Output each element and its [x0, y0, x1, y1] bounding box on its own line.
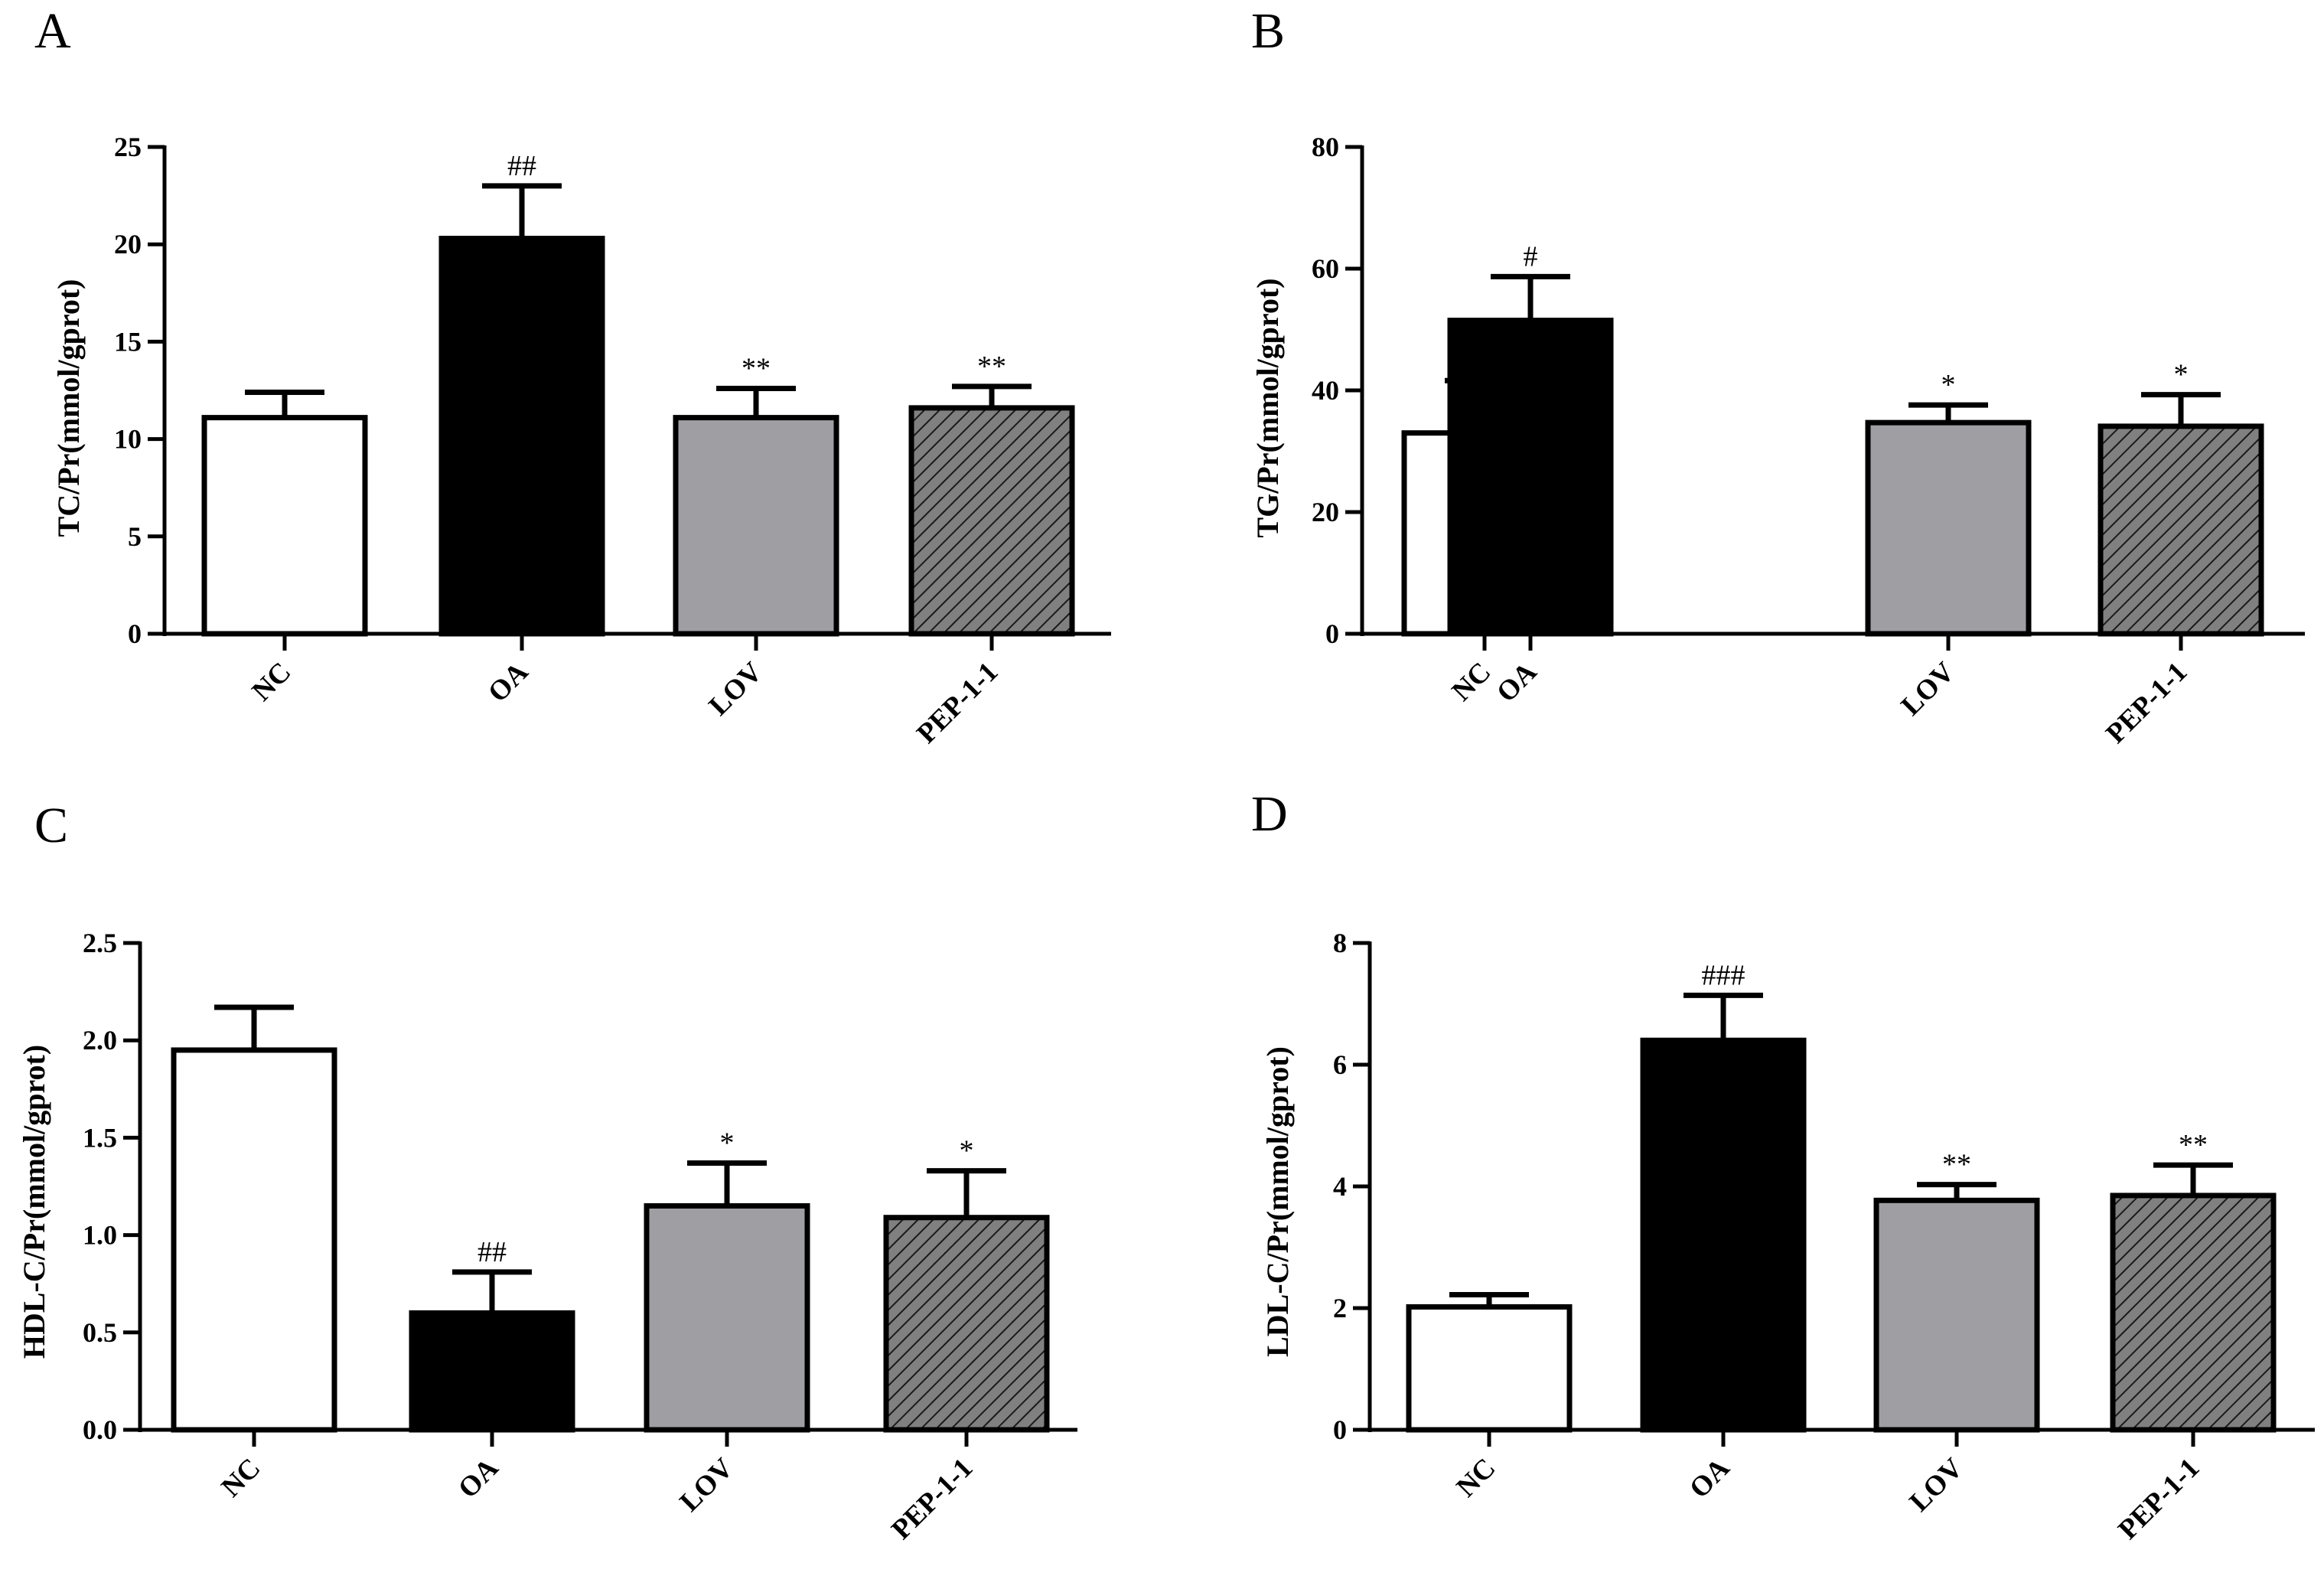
x-tick-label: LOV — [674, 1452, 740, 1518]
x-tick-label: NC — [216, 1452, 267, 1503]
y-tick-label: 0.0 — [83, 1414, 117, 1445]
significance-label: # — [1524, 240, 1538, 272]
y-tick-label: 80 — [1312, 132, 1339, 162]
y-tick-label: 2.0 — [83, 1025, 117, 1056]
y-tick-label: 20 — [114, 229, 142, 259]
y-tick-label: 5 — [128, 521, 142, 552]
x-tick-label: PEP-1-1 — [2100, 656, 2193, 749]
x-tick-label: OA — [452, 1452, 504, 1504]
bar-pep-1-1 — [2110, 1193, 2277, 1433]
plot-area-c: ## * * 0.0 0.5 1.0 1.5 2.0 2.5 NC OA LOV PEP-1-1 — [83, 928, 1077, 1545]
y-axis-title: LDL-C/Pr(mmol/gprot) — [1260, 1046, 1295, 1357]
bar-nc — [1406, 1304, 1573, 1433]
panel-a: A TC/Pr(mmol/gprot) ## ** ** 0 5 10 15 20 25 NC OA… — [34, 3, 1111, 749]
y-tick-label: 1.0 — [83, 1220, 117, 1251]
x-tick-label: OA — [482, 656, 534, 708]
y-tick-label: 10 — [114, 424, 142, 455]
panel-c: C HDL-C/Pr(mmol/gprot) ## * * 0.0 0.5 1.0 1.5 2… — [17, 798, 1077, 1545]
y-tick-label: 0 — [128, 618, 142, 649]
bar-pep-1-1 — [2097, 423, 2264, 637]
x-tick-label: NC — [246, 656, 298, 707]
x-tick-label: NC — [1446, 656, 1498, 707]
bar-oa — [1447, 318, 1614, 637]
y-tick-label: 2.5 — [83, 928, 117, 958]
bar-lov — [1865, 419, 2032, 637]
y-tick-label: 2 — [1333, 1293, 1347, 1323]
y-tick-label: 8 — [1333, 928, 1347, 958]
significance-label: ** — [2179, 1129, 2208, 1161]
bar-oa — [438, 236, 605, 637]
bar-pep-1-1 — [908, 405, 1075, 637]
significance-label: * — [1941, 369, 1956, 401]
panel-letter-d: D — [1251, 786, 1288, 842]
y-tick-label: 15 — [114, 326, 142, 357]
x-tick-label: PEP-1-1 — [911, 656, 1004, 749]
panel-letter-b: B — [1251, 3, 1285, 59]
significance-label: * — [720, 1127, 735, 1159]
panel-letter-a: A — [34, 3, 71, 59]
plot-area-a: ## ** ** 0 5 10 15 20 25 NC OA LOV PEP-1-1 — [114, 132, 1111, 749]
y-axis-title: TC/Pr(mmol/gprot) — [51, 279, 86, 537]
x-tick-label: PEP-1-1 — [885, 1452, 979, 1545]
y-tick-label: 0 — [1325, 618, 1339, 649]
x-tick-label: OA — [1684, 1452, 1736, 1504]
x-tick-label: LOV — [1904, 1452, 1970, 1518]
y-axis-title: TG/Pr(mmol/gprot) — [1250, 278, 1285, 537]
y-axis-title: HDL-C/Pr(mmol/gprot) — [17, 1045, 51, 1359]
x-tick-label: OA — [1491, 656, 1543, 708]
significance-label: ** — [977, 351, 1006, 383]
bar-nc — [201, 415, 368, 637]
significance-label: * — [960, 1135, 974, 1167]
panel-letter-c: C — [34, 798, 68, 853]
y-tick-label: 4 — [1333, 1171, 1347, 1202]
panel-d: D LDL-C/Pr(mmol/gprot) ### ** ** 0 2 4 6 8 NC OA L… — [1251, 786, 2315, 1545]
significance-label: ** — [742, 352, 771, 384]
significance-label: ## — [507, 150, 536, 182]
bar-oa — [1640, 1037, 1807, 1433]
bar-oa — [409, 1310, 575, 1433]
bar-nc — [171, 1047, 337, 1433]
y-tick-label: 20 — [1312, 497, 1339, 527]
y-tick-label: 40 — [1312, 375, 1339, 406]
y-tick-label: 60 — [1312, 253, 1339, 284]
y-tick-label: 6 — [1333, 1049, 1347, 1080]
x-tick-label: NC — [1451, 1452, 1502, 1503]
x-tick-label: PEP-1-1 — [2112, 1452, 2205, 1545]
y-tick-label: 1.5 — [83, 1122, 117, 1153]
significance-label: ** — [1942, 1149, 1971, 1181]
y-tick-label: 0.5 — [83, 1317, 117, 1348]
significance-label: ## — [478, 1236, 507, 1268]
x-tick-label: LOV — [1895, 656, 1961, 722]
bar-lov — [644, 1202, 810, 1433]
y-tick-label: 0 — [1333, 1414, 1347, 1445]
y-tick-label: 25 — [114, 132, 142, 162]
significance-label: * — [2174, 359, 2189, 391]
bar-pep-1-1 — [883, 1215, 1050, 1433]
bar-lov — [1873, 1197, 2040, 1433]
bar-lov — [673, 415, 839, 637]
plot-area-d: ### ** ** 0 2 4 6 8 NC OA LOV PEP-1-1 — [1333, 928, 2315, 1545]
x-tick-label: LOV — [703, 656, 769, 722]
significance-label: ### — [1702, 959, 1745, 991]
